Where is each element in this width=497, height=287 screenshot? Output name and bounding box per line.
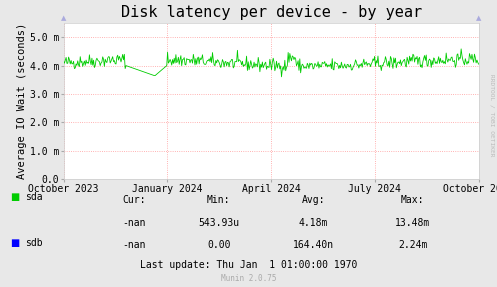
Title: Disk latency per device - by year: Disk latency per device - by year <box>121 5 421 20</box>
Text: ■: ■ <box>10 192 19 201</box>
Text: Munin 2.0.75: Munin 2.0.75 <box>221 274 276 283</box>
Text: 2.24m: 2.24m <box>398 240 427 250</box>
Text: Cur:: Cur: <box>122 195 146 205</box>
Text: 0.00: 0.00 <box>207 240 231 250</box>
Text: Max:: Max: <box>401 195 424 205</box>
Text: 4.18m: 4.18m <box>298 218 328 228</box>
Y-axis label: Average IO Wait (seconds): Average IO Wait (seconds) <box>17 23 27 179</box>
Text: sda: sda <box>25 192 42 201</box>
Text: 13.48m: 13.48m <box>395 218 430 228</box>
Text: Last update: Thu Jan  1 01:00:00 1970: Last update: Thu Jan 1 01:00:00 1970 <box>140 260 357 270</box>
Text: RRDTOOL / TOBI OETIKER: RRDTOOL / TOBI OETIKER <box>490 73 495 156</box>
Text: sdb: sdb <box>25 238 42 247</box>
Text: ■: ■ <box>10 238 19 247</box>
Text: -nan: -nan <box>122 218 146 228</box>
Text: 543.93u: 543.93u <box>198 218 239 228</box>
Text: ▲: ▲ <box>476 15 481 22</box>
Text: 164.40n: 164.40n <box>293 240 333 250</box>
Text: -nan: -nan <box>122 240 146 250</box>
Text: Min:: Min: <box>207 195 231 205</box>
Text: Avg:: Avg: <box>301 195 325 205</box>
Text: ▲: ▲ <box>61 15 66 22</box>
